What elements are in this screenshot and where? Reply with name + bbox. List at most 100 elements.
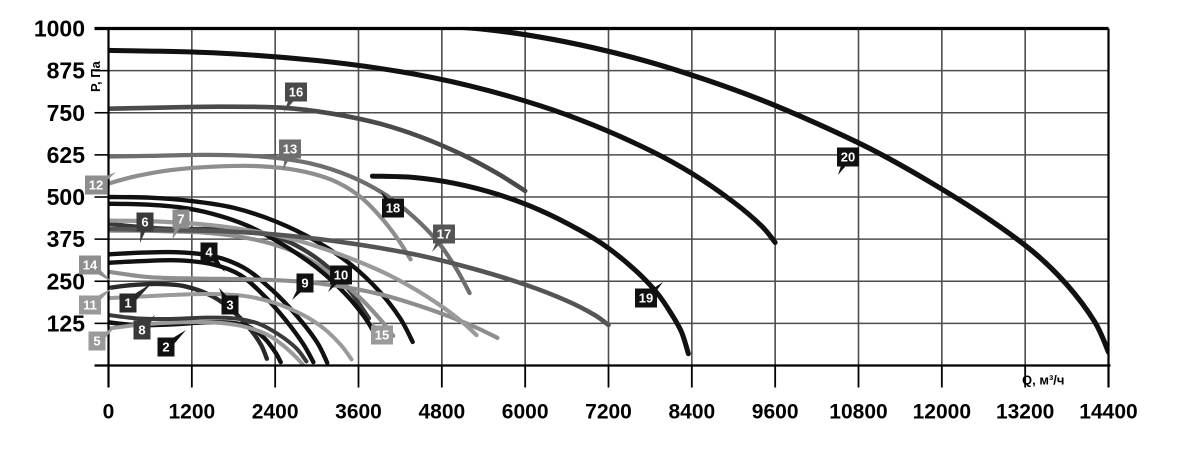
x-axis-tick-label: 7200: [585, 401, 632, 424]
label-box-10: [330, 265, 352, 285]
label-box-8: [133, 320, 151, 340]
label-box-5: [88, 331, 106, 351]
curve-label-2[interactable]: 2: [157, 330, 187, 357]
curve-5: [108, 320, 305, 366]
curve-label-16[interactable]: 16: [284, 82, 307, 113]
y-axis-tick-label: 125: [47, 310, 86, 336]
label-text-2: 2: [162, 339, 169, 354]
label-box-9: [296, 273, 314, 293]
y-axis-tick-label: 500: [47, 184, 85, 210]
label-text-16: 16: [289, 84, 303, 99]
curve-16: [108, 104, 528, 194]
curve-label-7[interactable]: 7: [172, 209, 190, 241]
curve-label-15[interactable]: 15: [371, 322, 393, 345]
x-axis-tick-label: 8400: [668, 401, 715, 424]
x-axis-tick-label: 6000: [502, 401, 549, 424]
x-axis-tick-label: 3600: [335, 401, 382, 424]
curve-label-3[interactable]: 3: [219, 288, 239, 315]
x-axis-tick-label: 2400: [252, 401, 299, 424]
x-axis-tick-label: 1200: [168, 401, 215, 424]
curve-label-1[interactable]: 1: [119, 283, 153, 313]
label-text-10: 10: [334, 267, 348, 282]
curve-4: [108, 249, 330, 365]
label-text-9: 9: [301, 275, 308, 290]
x-axis-tick-label: 14400: [1079, 401, 1137, 424]
label-box-16: [285, 82, 307, 102]
label-box-1: [119, 293, 137, 313]
label-box-13: [279, 139, 301, 159]
label-text-1: 1: [124, 295, 131, 310]
label-box-14: [79, 255, 101, 275]
curve-10: [108, 194, 415, 345]
curve-label-20[interactable]: 20: [837, 147, 859, 176]
label-text-6: 6: [141, 214, 148, 229]
label-text-17: 17: [437, 226, 451, 241]
label-box-4: [200, 242, 218, 262]
label-text-13: 13: [283, 141, 297, 156]
curve-11: [108, 291, 354, 362]
label-text-14: 14: [83, 257, 98, 272]
label-box-2: [157, 337, 175, 357]
x-axis-tick-label: 13200: [996, 401, 1054, 424]
y-axis-tick-label: 750: [47, 100, 85, 126]
label-text-7: 7: [177, 211, 184, 226]
label-text-5: 5: [93, 333, 100, 348]
label-text-4: 4: [205, 244, 213, 259]
y-axis-tick-label: 375: [47, 226, 86, 252]
label-box-12: [85, 175, 107, 195]
x-axis-tick-label: 4800: [418, 401, 465, 424]
label-box-7: [172, 209, 190, 229]
label-box-19: [635, 288, 657, 308]
label-box-15: [371, 325, 393, 345]
curve-layer: [108, 28, 1109, 366]
curve-12: [108, 163, 413, 262]
x-axis-tick-label: 10800: [829, 401, 887, 424]
y-axis-tick-label: 250: [47, 268, 85, 294]
label-text-15: 15: [375, 327, 389, 342]
curve-label-10[interactable]: 10: [328, 265, 352, 293]
curve-17: [108, 226, 611, 328]
curve-13: [108, 152, 472, 296]
axis-title-layer: P, Па Q, м³/ч: [88, 60, 1064, 387]
curve-label-9[interactable]: 9: [292, 273, 314, 301]
label-box-11: [79, 295, 101, 315]
x-axis-tick-label: 9600: [752, 401, 799, 424]
curve-3: [108, 257, 316, 365]
label-text-11: 11: [83, 297, 97, 312]
curve-label-4[interactable]: 4: [200, 242, 226, 273]
curve-1: [108, 281, 270, 361]
curve-label-14[interactable]: 14: [79, 255, 112, 283]
axis-layer: [94, 26, 1111, 388]
curve-18: [369, 173, 691, 357]
label-box-6: [136, 212, 154, 232]
curve-label-19[interactable]: 19: [635, 282, 663, 308]
x-axis-tick-label: 12000: [913, 401, 971, 424]
curve-label-8[interactable]: 8: [133, 315, 156, 340]
label-text-12: 12: [89, 177, 103, 192]
curve-label-18[interactable]: 18: [381, 192, 404, 218]
label-text-18: 18: [386, 200, 400, 215]
curve-label-13[interactable]: 13: [279, 139, 301, 171]
label-text-8: 8: [138, 322, 145, 337]
curve-label-11[interactable]: 11: [79, 288, 112, 315]
curve-20: [439, 28, 1109, 355]
curve-label-6[interactable]: 6: [136, 212, 154, 244]
grid-layer: [108, 28, 1109, 366]
y-axis-title: P, Па: [88, 60, 103, 92]
label-text-19: 19: [639, 290, 653, 305]
curve-label-17[interactable]: 17: [432, 224, 455, 253]
curve-8: [108, 312, 309, 364]
x-axis-title: Q, м³/ч: [1022, 373, 1064, 388]
label-box-3: [221, 295, 239, 315]
label-box-17: [433, 224, 455, 244]
y-axis-tick-label: 1000: [34, 16, 85, 42]
x-axis-tick-label: 0: [103, 401, 115, 424]
curve-label-5[interactable]: 5: [88, 326, 117, 351]
curve-label-12[interactable]: 12: [85, 172, 116, 195]
y-axis-tick-label: 875: [47, 58, 86, 84]
curve-19: [108, 47, 778, 245]
